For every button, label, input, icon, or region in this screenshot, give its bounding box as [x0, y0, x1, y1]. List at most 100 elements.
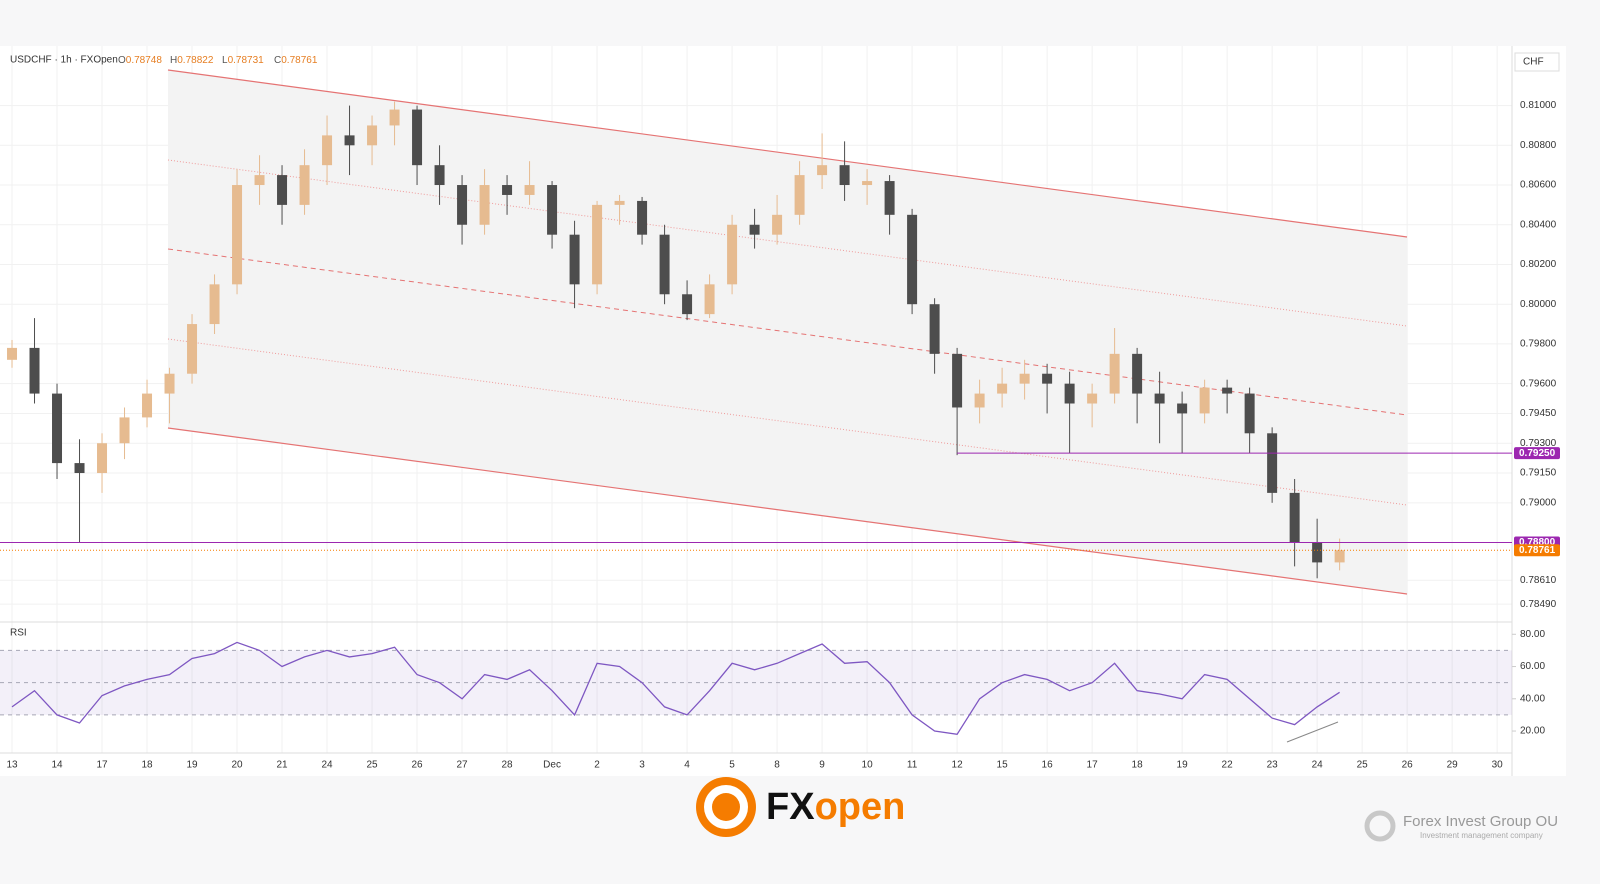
candle-body	[952, 353, 963, 408]
candle-body	[929, 304, 940, 354]
channel-upper	[167, 69, 1408, 238]
candle-body	[682, 294, 693, 315]
brand-fx: FXopen	[766, 786, 905, 828]
logo: FXopen	[696, 777, 905, 837]
candle-body	[839, 165, 850, 186]
x-tick-label: 23	[1267, 760, 1279, 771]
y-tick-label: 0.80400	[1520, 219, 1557, 230]
candle-body	[862, 181, 873, 186]
x-tick-label: 18	[141, 760, 153, 771]
candle-body	[142, 393, 153, 418]
x-tick-label: 16	[1042, 760, 1054, 771]
candle-body	[502, 185, 513, 195]
price-label-box	[1514, 544, 1560, 557]
y-tick-label: 0.80000	[1520, 299, 1557, 310]
candle-body	[29, 347, 40, 394]
x-tick-label: 20	[231, 760, 243, 771]
candle-body	[1154, 393, 1165, 404]
y-tick-label: 40.00	[1520, 693, 1545, 704]
channel-lower	[167, 427, 1408, 595]
y-tick-label: 0.81000	[1520, 100, 1557, 111]
candle-body	[1312, 542, 1323, 563]
x-tick-label: 24	[321, 760, 333, 771]
price-label: 0.78800	[1519, 537, 1556, 548]
x-tick-label: 17	[96, 760, 108, 771]
candle-body	[164, 373, 175, 394]
x-tick-label: 17	[1087, 760, 1099, 771]
company-name: Forex Invest Group OU	[1403, 813, 1558, 830]
y-tick-label: 0.78490	[1520, 599, 1557, 610]
x-tick-label: 26	[411, 760, 423, 771]
x-tick-label: 26	[1402, 760, 1414, 771]
x-tick-label: 21	[276, 760, 288, 771]
y-tick-label: 0.80800	[1520, 140, 1557, 151]
x-tick-label: 10	[862, 760, 874, 771]
brand-part: open	[815, 786, 906, 828]
x-tick-label: 2	[594, 760, 600, 771]
candle-body	[1334, 550, 1345, 563]
y-tick-label: 80.00	[1520, 629, 1545, 640]
x-tick-label: Dec	[543, 760, 561, 771]
candle-body	[1064, 383, 1075, 404]
y-tick-label: 0.79000	[1520, 497, 1557, 508]
candle-body	[907, 214, 918, 305]
candle-body	[1042, 373, 1053, 384]
y-tick-label: 0.80200	[1520, 259, 1557, 270]
company-icon	[1364, 810, 1396, 842]
rsi-line	[11, 641, 1340, 736]
candle-body	[74, 463, 85, 474]
candle-body	[412, 109, 423, 166]
ohlc-item: O0.78748	[118, 55, 162, 66]
x-tick-label: 30	[1492, 760, 1504, 771]
candle-body	[659, 234, 670, 295]
candle-body	[52, 393, 63, 464]
ohlc-item: L0.78731	[222, 55, 264, 66]
x-tick-label: 19	[1177, 760, 1189, 771]
candle-body	[254, 175, 265, 186]
x-tick-label: 4	[684, 760, 690, 771]
price-label: 0.79250	[1519, 448, 1556, 459]
ohlc-value: 0.78761	[281, 55, 318, 66]
x-tick-label: 27	[456, 760, 468, 771]
candle-body	[997, 383, 1008, 394]
rsi-band	[0, 650, 1512, 715]
candle-body	[614, 200, 625, 205]
y-tick-label: 0.78610	[1520, 575, 1557, 586]
x-tick-label: 15	[997, 760, 1009, 771]
candle-body	[592, 204, 603, 285]
candle-body	[232, 185, 243, 285]
candle-body	[704, 284, 715, 315]
ohlc-value: 0.78748	[126, 55, 163, 66]
candle-body	[727, 224, 738, 285]
symbol-label: USDCHF · 1h · FXOpen	[10, 55, 118, 66]
y-tick-label: 0.79300	[1520, 438, 1557, 449]
ohlc-value: 0.78822	[177, 55, 214, 66]
logo-icon	[712, 793, 740, 821]
y-tick-label: 20.00	[1520, 726, 1545, 737]
x-tick-label: 13	[6, 760, 18, 771]
x-tick-label: 25	[1357, 760, 1369, 771]
candle-body	[277, 175, 288, 205]
x-tick-label: 29	[1447, 760, 1459, 771]
candle-body	[97, 443, 108, 474]
candle-body	[187, 324, 198, 374]
unit-box	[1514, 52, 1560, 72]
x-tick-label: 24	[1312, 760, 1324, 771]
candle-body	[637, 200, 648, 235]
ohlc-item: C0.78761	[274, 55, 318, 66]
candle-body	[974, 393, 985, 408]
x-tick-label: 28	[501, 760, 513, 771]
candle-body	[1087, 393, 1098, 404]
candle-body	[434, 165, 445, 186]
ohlc-value: 0.78731	[228, 55, 265, 66]
candle-body	[794, 175, 805, 215]
candle-body	[367, 125, 378, 146]
ohlc-item: H0.78822	[170, 55, 214, 66]
price-label: 0.78761	[1519, 545, 1556, 556]
unit-label: CHF	[1523, 57, 1544, 68]
channel-quarter	[167, 338, 1408, 506]
candle-body	[1244, 393, 1255, 434]
candle-body	[322, 135, 333, 166]
